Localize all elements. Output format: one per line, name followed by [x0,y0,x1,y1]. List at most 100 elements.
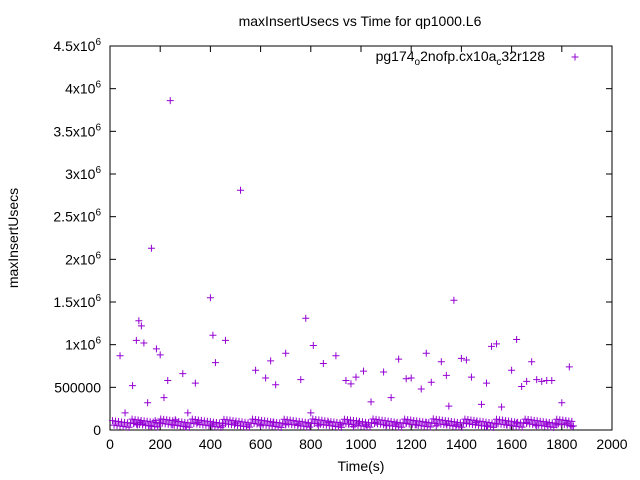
y-tick-label-base: 4x10 [65,81,96,97]
x-tick-label: 1400 [446,436,477,452]
data-point [191,379,199,387]
data-point [217,423,225,431]
legend-label: pg174o2nofp.cx10ac32r128 [376,48,546,68]
data-point [367,398,375,406]
data-point [407,374,415,382]
data-point [462,356,470,364]
data-point [125,423,133,431]
data-point [493,340,501,348]
data-point [154,423,162,431]
x-tick-label: 1200 [396,436,427,452]
scatter-points [109,97,577,431]
data-point [262,374,270,382]
data-point [427,378,435,386]
data-point [160,394,168,402]
data-point [569,422,577,430]
data-point [490,423,498,431]
data-point [380,368,388,376]
y-tick-label-base: 1.5x10 [53,294,95,310]
y-tick-label-base: 3.5x10 [53,123,95,139]
data-point [366,423,374,431]
data-point [483,379,490,387]
y-tick-label: 1.5x106 [53,293,101,310]
legend-label-part: o [415,57,421,68]
y-tick-label: 4.5x106 [53,37,101,54]
data-point [132,336,140,344]
data-point [457,354,465,362]
data-point [558,399,566,407]
data-point [422,349,430,357]
data-point [147,244,155,252]
data-point [395,355,403,363]
y-tick-label-exponent: 6 [95,37,101,48]
data-point [347,380,355,388]
data-point [437,358,445,366]
data-point [272,381,280,389]
data-point [402,375,410,383]
y-tick-label: 2x106 [65,250,101,267]
y-axis-label: maxInsertUsecs [5,188,21,288]
data-point [498,403,506,411]
data-point [209,331,217,339]
x-tick-label: 0 [106,436,114,452]
x-tick-label: 1800 [546,436,577,452]
data-point [513,336,521,344]
data-point [360,367,368,375]
data-point [467,373,475,381]
y-tick-label-base: 1x10 [65,337,96,353]
y-tick-label-exponent: 6 [95,250,101,261]
data-point [116,352,124,360]
data-point [550,423,558,431]
legend-label-part: c [496,57,501,68]
data-point [528,358,536,366]
data-point [518,382,526,390]
y-tick-label-exponent: 6 [95,122,101,133]
data-point [302,314,310,322]
data-point [548,377,556,385]
y-tick-label-exponent: 6 [95,208,101,219]
data-point [267,357,275,365]
y-tick-label: 3x106 [65,165,101,182]
legend-label-part: 32r128 [501,48,545,64]
y-axis: 05000001x1061.5x1062x1062.5x1063x1063.5x… [53,37,612,438]
data-point [352,373,360,381]
y-tick-label-exponent: 6 [95,165,101,176]
y-tick-label-base: 4.5x10 [53,38,95,54]
y-tick-label: 1x106 [65,336,101,353]
x-tick-label: 1000 [345,436,376,452]
y-tick-label: 3.5x106 [53,122,101,139]
data-point [144,399,152,407]
data-point [445,402,453,410]
data-point [442,371,450,379]
data-point [508,366,516,374]
data-point [211,359,219,367]
data-point [277,423,285,431]
legend-label-part: 2nofp.cx10a [420,48,496,64]
data-point [426,423,434,431]
x-axis-label: Time(s) [338,458,385,474]
data-point [252,366,260,374]
data-point [185,423,193,431]
data-point [565,363,573,371]
data-point [538,377,546,385]
y-tick-label-base: 2.5x10 [53,209,95,225]
y-tick-label-base: 3x10 [65,166,96,182]
data-point [306,423,314,431]
x-tick-label: 1600 [496,436,527,452]
data-point [387,394,395,402]
data-point [179,370,187,378]
y-tick-label-exponent: 6 [95,80,101,91]
data-point [523,377,531,385]
x-tick-label: 2000 [596,436,627,452]
data-point [166,97,174,105]
data-point [417,385,425,393]
data-point [309,342,317,350]
data-point [282,349,290,357]
data-point [450,296,458,304]
data-point [246,423,254,431]
data-point [156,351,164,359]
data-point [477,400,485,408]
data-point [129,382,137,390]
y-tick-label-exponent: 6 [95,336,101,347]
